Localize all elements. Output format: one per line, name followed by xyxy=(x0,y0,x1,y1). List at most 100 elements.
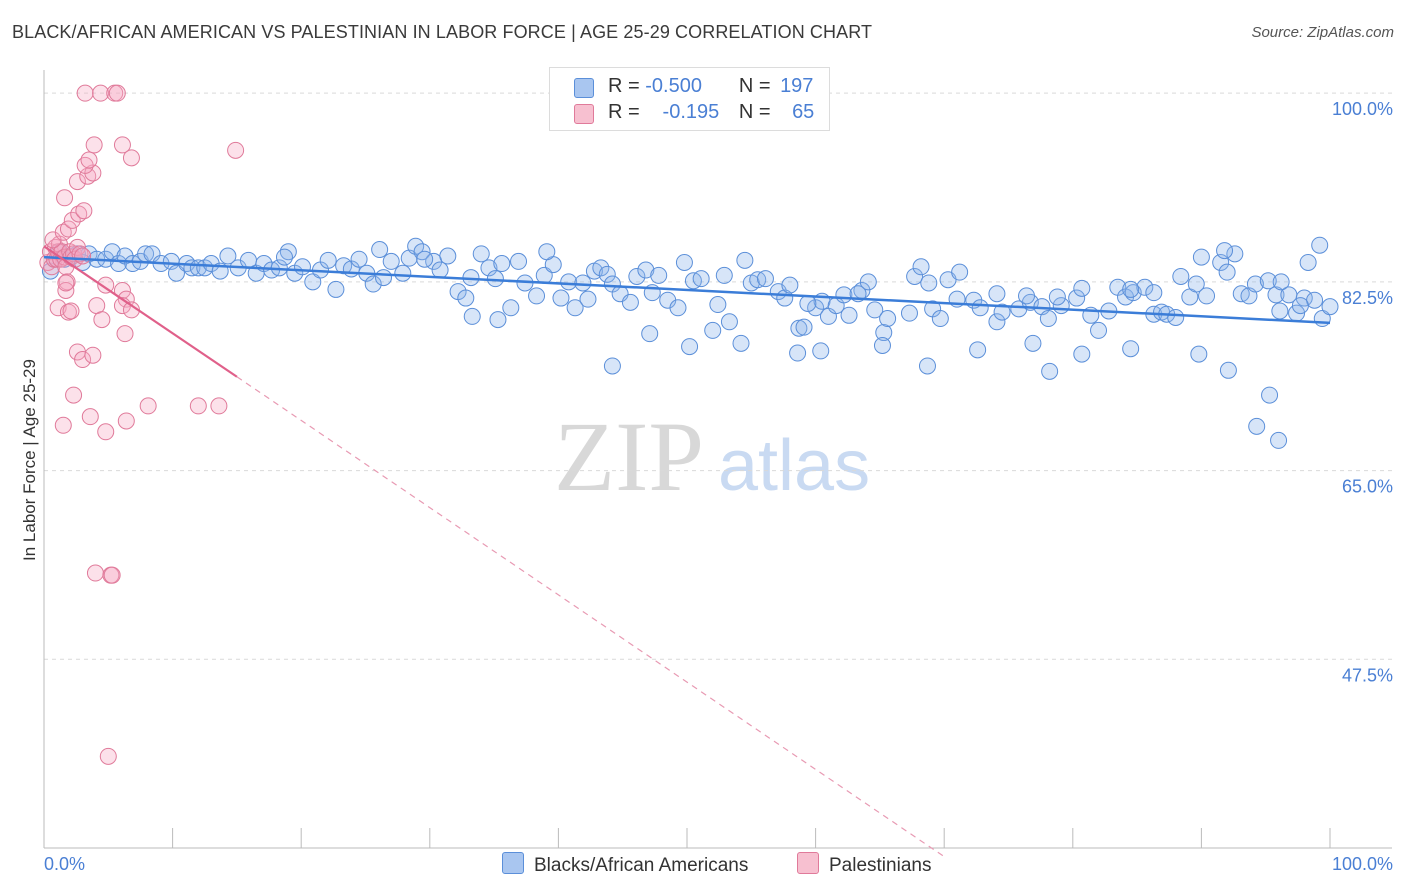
point-blacks xyxy=(879,310,897,328)
point-blacks xyxy=(1321,298,1339,316)
point-palestinians xyxy=(86,564,104,582)
point-blacks xyxy=(1073,345,1091,363)
point-blacks xyxy=(628,267,646,285)
point-blacks xyxy=(480,259,498,277)
point-palestinians xyxy=(97,423,115,441)
point-blacks xyxy=(873,337,891,355)
point-blacks xyxy=(1198,287,1216,305)
bottom-legend-label-blacks: Blacks/African Americans xyxy=(534,855,749,876)
point-palestinians xyxy=(116,325,134,343)
point-blacks xyxy=(969,341,987,359)
point-blacks xyxy=(439,247,457,265)
point-blacks xyxy=(906,267,924,285)
point-blacks xyxy=(807,299,825,317)
point-blacks xyxy=(1299,253,1317,271)
point-blacks xyxy=(988,285,1006,303)
point-palestinians xyxy=(99,747,117,765)
point-blacks xyxy=(1039,310,1057,328)
point-blacks xyxy=(1048,288,1066,306)
point-blacks xyxy=(993,303,1011,321)
point-blacks xyxy=(920,274,938,292)
point-palestinians xyxy=(97,276,115,294)
point-blacks xyxy=(715,266,733,284)
point-blacks xyxy=(375,269,393,287)
point-blacks xyxy=(971,299,989,317)
point-blacks xyxy=(560,273,578,291)
point-blacks xyxy=(1306,291,1324,309)
point-blacks xyxy=(1190,345,1208,363)
n-label: N = xyxy=(738,101,771,123)
watermark-atlas: atlas xyxy=(718,426,870,506)
point-blacks xyxy=(799,294,817,312)
point-palestinians xyxy=(54,223,72,241)
point-palestinians xyxy=(189,397,207,415)
point-blacks xyxy=(1068,289,1086,307)
point-blacks xyxy=(489,311,507,329)
point-blacks xyxy=(1136,278,1154,296)
chart-title: BLACK/AFRICAN AMERICAN VS PALESTINIAN IN… xyxy=(12,22,873,42)
point-blacks xyxy=(720,313,738,331)
point-blacks xyxy=(350,250,368,268)
source-label: Source: ZipAtlas.com xyxy=(1251,24,1394,41)
bottom-legend-blacks: Blacks/African Americans xyxy=(502,852,748,877)
point-palestinians xyxy=(75,202,93,220)
point-blacks xyxy=(416,250,434,268)
point-blacks xyxy=(510,252,528,270)
point-palestinians xyxy=(80,151,98,169)
point-palestinians xyxy=(58,273,76,291)
point-blacks xyxy=(1246,275,1264,293)
point-blacks xyxy=(592,259,610,277)
point-blacks xyxy=(795,318,813,336)
point-blacks xyxy=(1311,236,1329,254)
point-blacks xyxy=(1172,267,1190,285)
point-blacks xyxy=(319,251,337,269)
point-blacks xyxy=(574,274,592,292)
point-blacks xyxy=(1041,362,1059,380)
point-palestinians xyxy=(81,408,99,426)
point-palestinians xyxy=(139,397,157,415)
trendline-blacks xyxy=(43,255,1331,325)
point-blacks xyxy=(1261,386,1279,404)
point-blacks xyxy=(835,286,853,304)
point-blacks xyxy=(1272,273,1290,291)
point-blacks xyxy=(566,299,584,317)
x-tick-label: 100.0% xyxy=(1332,854,1393,874)
y-tick-label: 100.0% xyxy=(1332,99,1393,119)
point-blacks xyxy=(621,293,639,311)
point-blacks xyxy=(988,313,1006,331)
point-blacks xyxy=(1226,245,1244,263)
point-palestinians xyxy=(227,141,245,159)
point-blacks xyxy=(394,264,412,282)
r-label: R = xyxy=(608,101,640,123)
point-blacks xyxy=(1073,279,1091,297)
point-blacks xyxy=(900,304,918,322)
point-palestinians xyxy=(103,566,121,584)
point-blacks xyxy=(641,325,659,343)
point-palestinians xyxy=(92,84,110,102)
n-label: N = xyxy=(738,75,771,97)
point-blacks xyxy=(1122,340,1140,358)
x-tick-label: 0.0% xyxy=(44,854,85,874)
point-palestinians xyxy=(85,136,103,154)
point-blacks xyxy=(1259,272,1277,290)
point-palestinians xyxy=(70,205,88,223)
point-palestinians xyxy=(117,412,135,430)
point-palestinians xyxy=(57,274,75,292)
point-blacks xyxy=(528,287,546,305)
point-blacks xyxy=(1167,308,1185,326)
point-palestinians xyxy=(54,416,72,434)
point-blacks xyxy=(709,296,727,314)
point-blacks xyxy=(364,275,382,293)
legend-swatch-pink xyxy=(574,104,594,124)
y-tick-label: 47.5% xyxy=(1342,665,1393,685)
point-blacks xyxy=(637,261,655,279)
bottom-legend-label-palestinians: Palestinians xyxy=(829,855,932,876)
point-blacks xyxy=(603,357,621,375)
point-blacks xyxy=(304,273,322,291)
point-blacks xyxy=(1218,263,1236,281)
point-palestinians xyxy=(63,211,81,229)
point-blacks xyxy=(866,301,884,319)
point-blacks xyxy=(704,321,722,339)
point-blacks xyxy=(669,299,687,317)
bottom-legend-swatch-blue xyxy=(502,852,524,874)
